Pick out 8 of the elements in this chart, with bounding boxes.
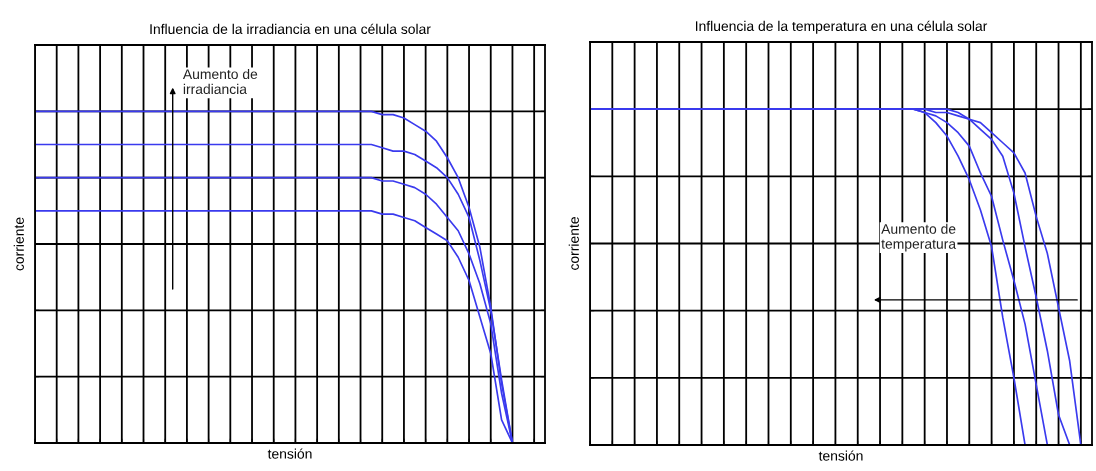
x-axis-title: tensión [267, 448, 312, 459]
chart-title: Influencia de la irradiancia en una célula solar [150, 23, 431, 35]
y-axis-title: corriente [13, 217, 24, 271]
x-axis-title: tensión [818, 450, 863, 461]
chart-title: Influencia de la temperatura en una célula solar [695, 20, 988, 34]
text: Aumento de irradiancia [182, 68, 258, 95]
y-axis-title: corriente [568, 217, 579, 270]
annotation: Aumento de temperatura [881, 223, 957, 252]
